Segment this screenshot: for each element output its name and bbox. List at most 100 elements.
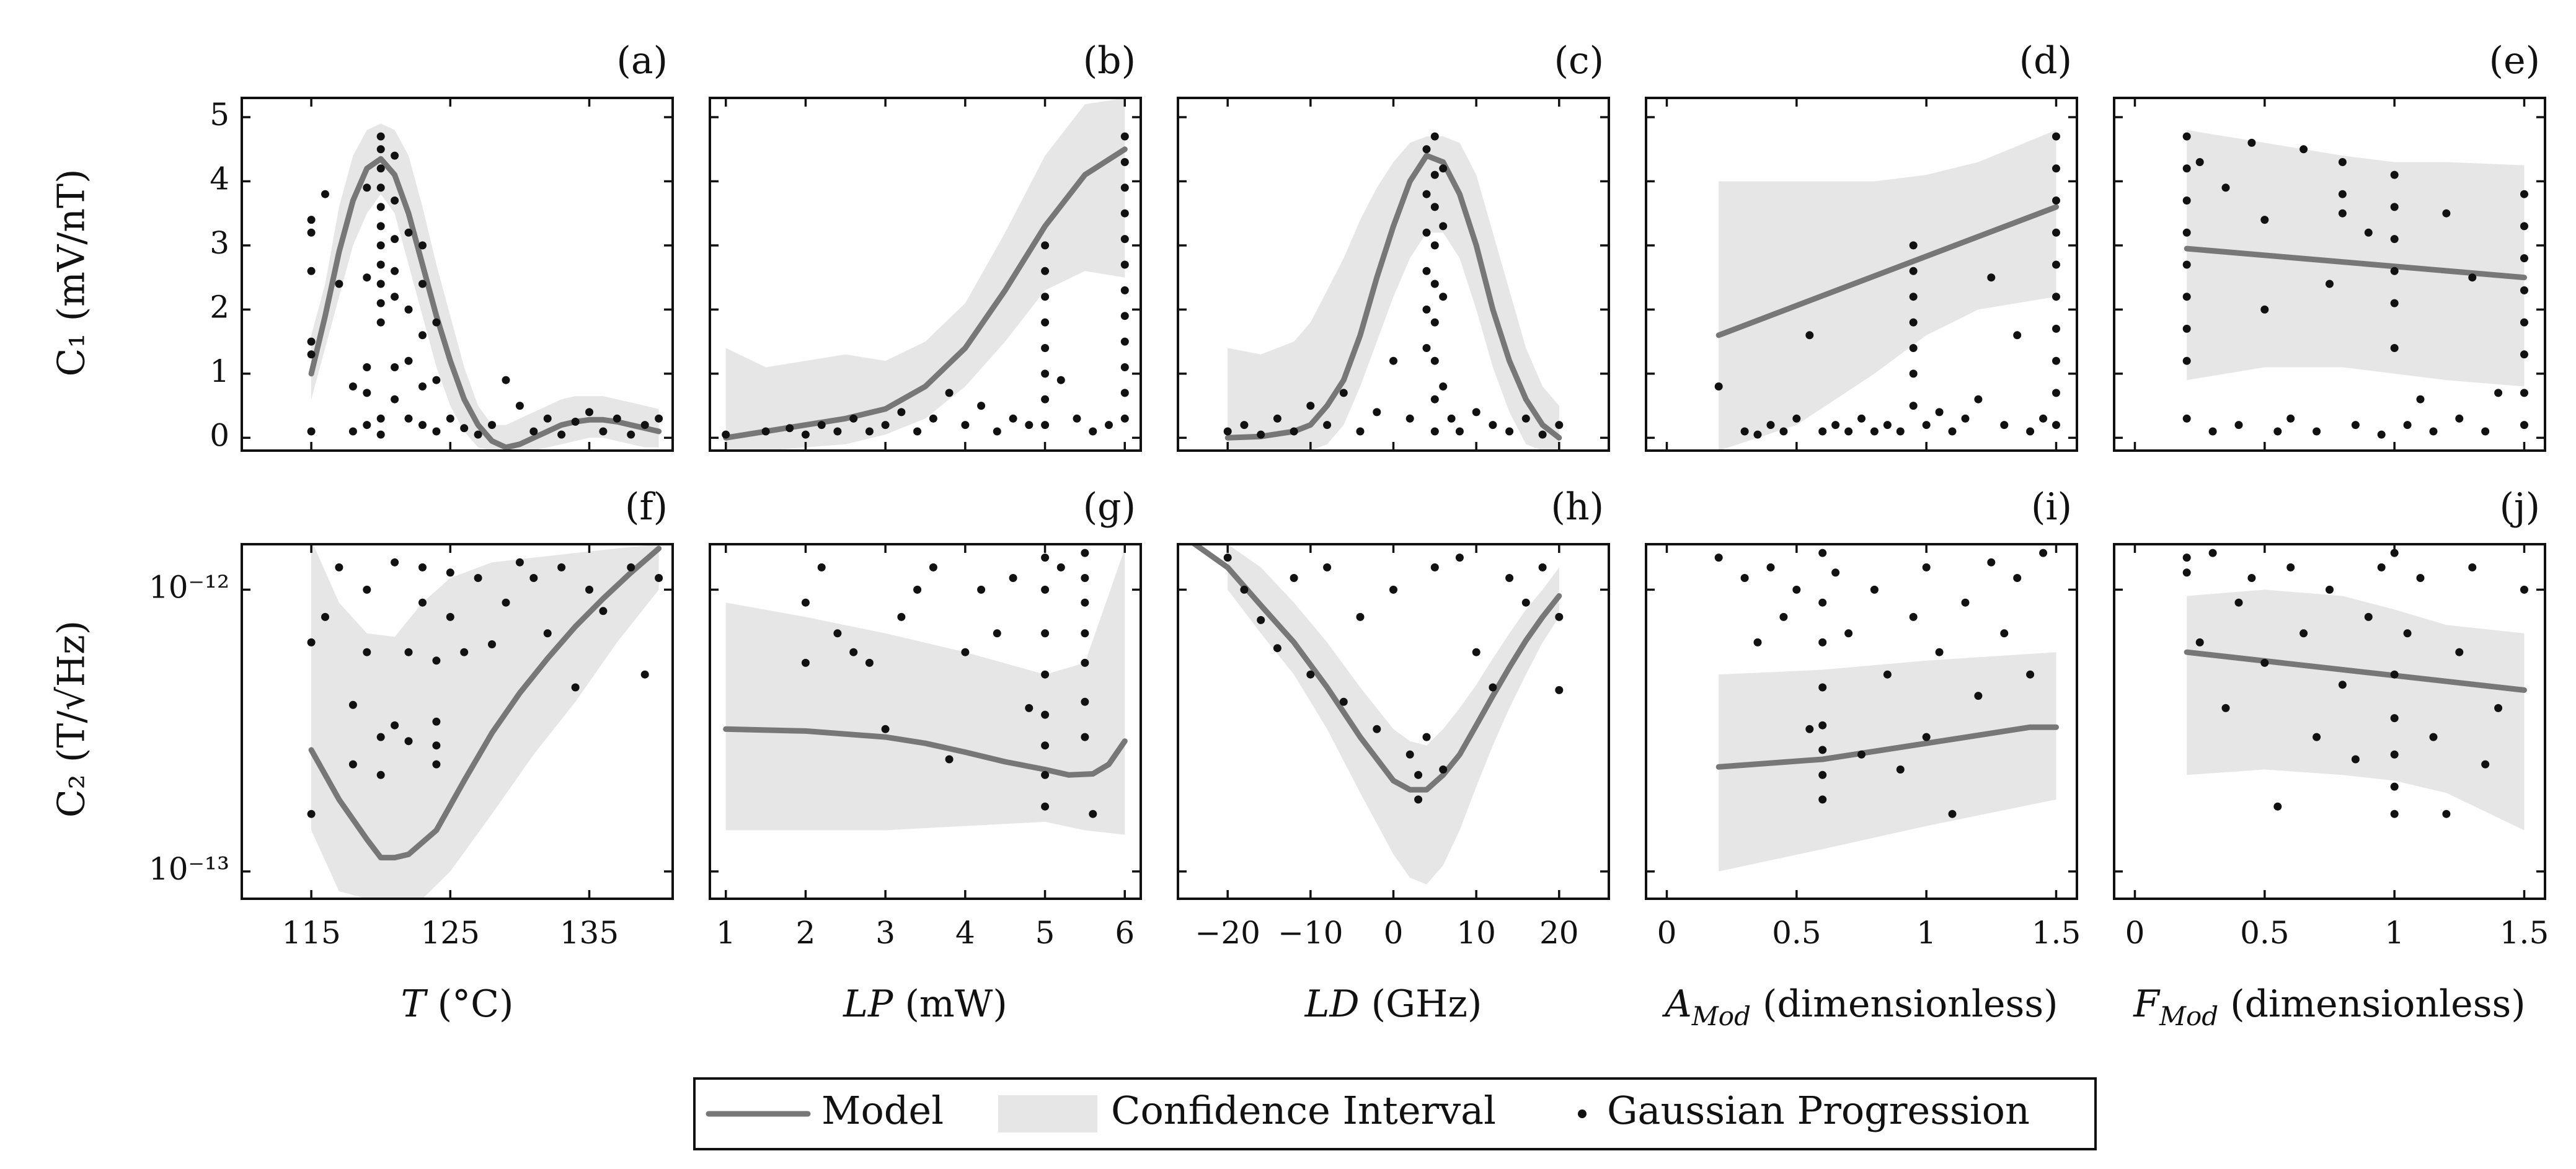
data-point bbox=[2364, 228, 2373, 237]
data-point bbox=[1056, 563, 1065, 571]
axes-frame bbox=[2113, 543, 2546, 900]
x-tick-label: −10 bbox=[1278, 915, 1343, 951]
data-point bbox=[1422, 145, 1431, 154]
data-point bbox=[1909, 318, 1918, 327]
legend-model-label: Model bbox=[821, 1088, 944, 1133]
data-point bbox=[1472, 648, 1481, 656]
data-point bbox=[1489, 683, 1497, 692]
panel-tag: (h) bbox=[1551, 485, 1604, 529]
data-point bbox=[1041, 293, 1050, 301]
data-point bbox=[2390, 750, 2399, 759]
data-point bbox=[2313, 733, 2321, 741]
data-point bbox=[1818, 746, 1827, 754]
data-point bbox=[2013, 574, 2022, 582]
y-tick-label: 5 bbox=[210, 97, 229, 133]
data-point bbox=[1120, 286, 1129, 294]
x-tick-label: 0 bbox=[2125, 915, 2145, 951]
data-point bbox=[2338, 681, 2347, 689]
data-point bbox=[363, 273, 371, 282]
data-point bbox=[1405, 414, 1414, 423]
y-tick-label: 10⁻¹² bbox=[149, 569, 229, 605]
x-tick-label: 1.5 bbox=[2500, 915, 2549, 951]
data-point bbox=[1935, 408, 1944, 417]
panel-h: −20 −10 0 10 20 (h) LD (GHz) bbox=[1177, 485, 1610, 1026]
data-point bbox=[1041, 770, 1050, 779]
plot-area bbox=[307, 123, 663, 451]
data-point bbox=[2313, 427, 2321, 436]
data-point bbox=[2520, 585, 2528, 594]
data-point bbox=[1909, 241, 1918, 250]
data-point bbox=[404, 356, 413, 365]
data-point bbox=[1356, 612, 1365, 621]
data-point bbox=[1422, 733, 1431, 741]
data-point bbox=[1472, 408, 1481, 417]
data-point bbox=[1818, 549, 1827, 557]
data-point bbox=[335, 563, 343, 571]
data-point bbox=[529, 427, 538, 436]
data-point bbox=[627, 430, 635, 439]
data-point bbox=[321, 190, 329, 198]
data-point bbox=[474, 430, 482, 439]
x-axis-label: LP (mW) bbox=[843, 982, 1007, 1026]
data-point bbox=[640, 670, 649, 679]
data-point bbox=[2026, 427, 2035, 436]
data-point bbox=[1831, 568, 1840, 577]
data-point bbox=[1714, 554, 1723, 562]
data-point bbox=[2234, 421, 2243, 430]
data-point bbox=[865, 427, 874, 436]
data-point bbox=[2195, 638, 2204, 646]
data-point bbox=[585, 408, 593, 417]
data-point bbox=[2052, 164, 2060, 173]
data-point bbox=[1120, 414, 1129, 423]
x-tick-label: 5 bbox=[1035, 915, 1055, 951]
data-point bbox=[801, 658, 810, 667]
data-point bbox=[2221, 704, 2230, 712]
panel-d: (d) bbox=[1645, 39, 2078, 452]
data-point bbox=[1974, 692, 1983, 700]
plot-area bbox=[1190, 544, 1564, 884]
data-point bbox=[1779, 612, 1788, 621]
confidence-band bbox=[725, 548, 1125, 835]
data-point bbox=[321, 612, 329, 621]
data-point bbox=[1422, 344, 1431, 352]
data-point bbox=[2182, 132, 2191, 141]
data-point bbox=[391, 235, 399, 244]
plot-area bbox=[1223, 132, 1564, 451]
data-point bbox=[1505, 574, 1514, 582]
data-point bbox=[1041, 710, 1050, 719]
data-point bbox=[1041, 802, 1050, 811]
data-point bbox=[1257, 615, 1265, 624]
data-point bbox=[1922, 733, 1931, 741]
data-point bbox=[977, 585, 986, 594]
data-point bbox=[460, 424, 469, 433]
data-point bbox=[1056, 376, 1065, 384]
data-point bbox=[2182, 293, 2191, 301]
plot-area bbox=[722, 98, 1129, 451]
x-tick-label: 1.5 bbox=[2032, 915, 2081, 951]
data-point bbox=[1273, 414, 1281, 423]
data-point bbox=[1805, 331, 1814, 340]
data-point bbox=[1439, 382, 1448, 390]
data-point bbox=[1240, 421, 1249, 430]
legend: Model Confidence Interval Gaussian Progr… bbox=[693, 1077, 2097, 1150]
data-point bbox=[1414, 795, 1423, 804]
data-point bbox=[2182, 324, 2191, 333]
data-point bbox=[391, 267, 399, 275]
data-point bbox=[2390, 809, 2399, 818]
data-point bbox=[391, 395, 399, 404]
data-point bbox=[2052, 421, 2060, 430]
data-point bbox=[1041, 421, 1050, 430]
data-point bbox=[391, 293, 399, 301]
x-axis-label: FMod (dimensionless) bbox=[2133, 982, 2525, 1031]
data-point bbox=[1714, 382, 1723, 390]
data-point bbox=[849, 414, 858, 423]
data-point bbox=[418, 421, 427, 430]
panel-i: 0 0.5 1 1.5 (i) AMod (dimensionless) bbox=[1645, 485, 2081, 1031]
axes-frame bbox=[1645, 97, 2078, 452]
data-point bbox=[945, 389, 954, 397]
confidence-band bbox=[311, 123, 659, 451]
data-point bbox=[376, 414, 385, 423]
data-point bbox=[571, 683, 580, 692]
data-point bbox=[2338, 209, 2347, 218]
row-label-top: C₁ (mV/nT) bbox=[50, 169, 94, 377]
